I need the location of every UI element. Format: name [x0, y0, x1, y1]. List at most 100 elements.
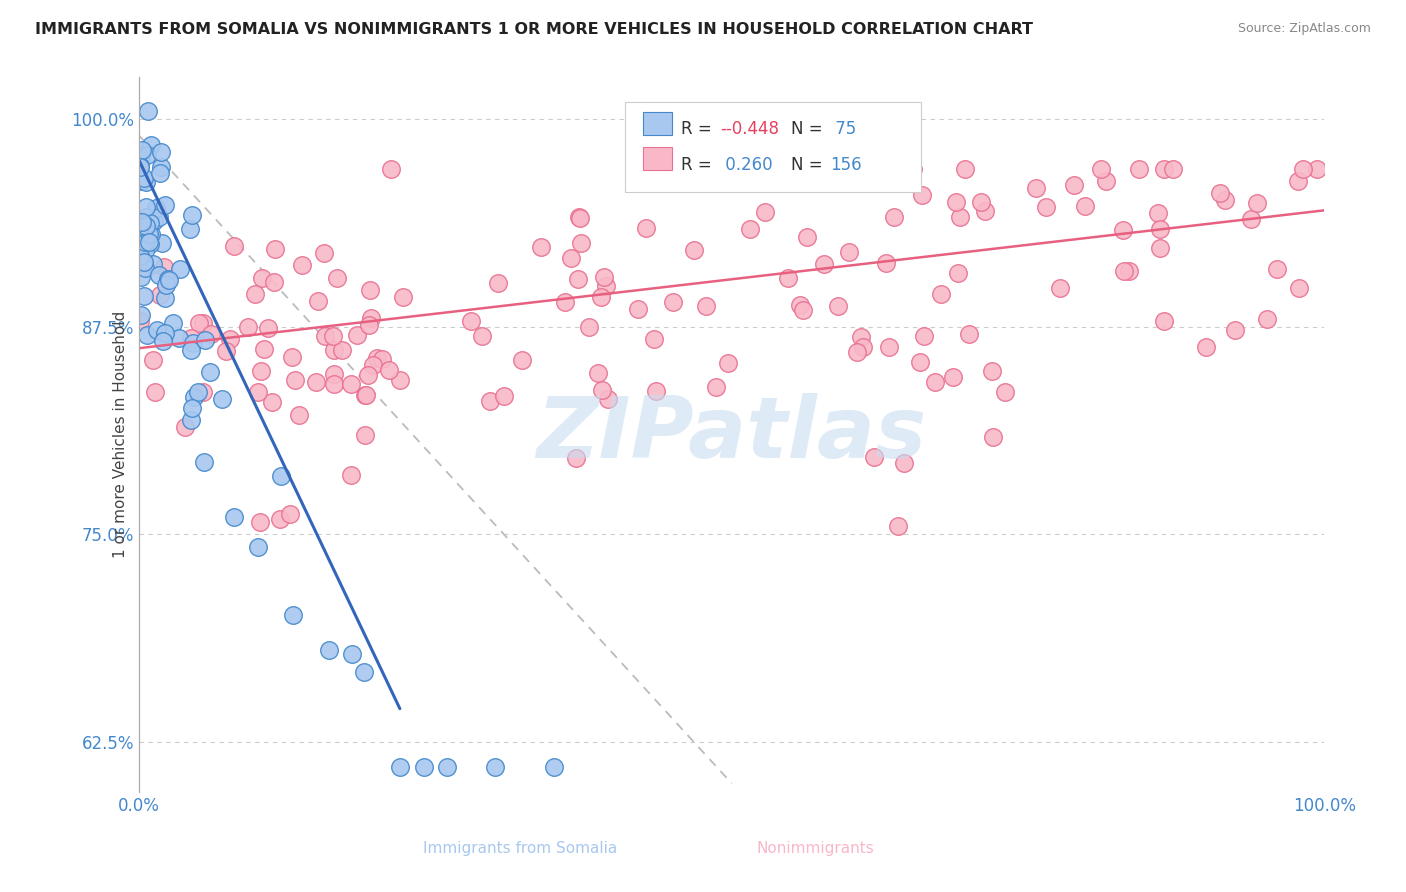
Point — [378, 363, 401, 377]
Point — [1153, 161, 1175, 176]
Point — [1128, 161, 1150, 176]
Point — [135, 211, 157, 225]
Point — [813, 256, 835, 270]
Point — [143, 384, 166, 399]
Point — [181, 401, 204, 415]
Point — [643, 332, 665, 346]
Point — [626, 302, 648, 317]
Point — [957, 327, 980, 342]
Point — [1288, 281, 1310, 295]
Point — [155, 278, 177, 293]
Point — [129, 153, 152, 167]
Point — [142, 257, 165, 271]
Point — [129, 173, 152, 187]
Point — [260, 395, 283, 409]
Point — [942, 370, 965, 384]
Point — [1292, 161, 1315, 176]
Point — [863, 450, 886, 464]
Point — [129, 314, 152, 328]
Point — [353, 665, 375, 680]
Point — [593, 270, 616, 285]
Point — [129, 160, 152, 174]
Point — [1049, 280, 1071, 294]
Point — [194, 334, 217, 348]
Point — [510, 353, 533, 368]
Text: Source: ZipAtlas.com: Source: ZipAtlas.com — [1237, 22, 1371, 36]
Point — [307, 294, 329, 309]
Point — [412, 760, 434, 774]
Point — [887, 519, 910, 533]
Point — [908, 354, 931, 368]
Point — [288, 408, 311, 422]
Point — [246, 540, 269, 554]
Bar — [643, 112, 672, 135]
Point — [1246, 196, 1268, 211]
Point — [389, 373, 412, 387]
Point — [181, 208, 204, 222]
Point — [924, 375, 946, 389]
Point — [145, 201, 167, 215]
Text: R =: R = — [681, 120, 717, 138]
Point — [948, 266, 970, 280]
Point — [357, 318, 380, 333]
Point — [460, 314, 482, 328]
Point — [790, 161, 813, 176]
Point — [1239, 212, 1261, 227]
Point — [596, 392, 619, 407]
Point — [135, 148, 157, 162]
Point — [179, 222, 201, 236]
Point — [1063, 178, 1085, 192]
Point — [1118, 264, 1140, 278]
Point — [1149, 241, 1171, 255]
Text: 0.260: 0.260 — [720, 156, 772, 174]
Point — [1112, 264, 1135, 278]
Point — [392, 290, 415, 304]
Point — [591, 383, 613, 397]
Point — [363, 358, 385, 372]
Point — [853, 161, 876, 176]
Point — [478, 394, 501, 409]
Point — [129, 269, 152, 284]
Text: ZIPatlas: ZIPatlas — [537, 393, 927, 476]
Point — [595, 279, 617, 293]
Point — [200, 327, 222, 342]
Point — [1147, 206, 1170, 220]
Point — [738, 222, 761, 236]
Point — [238, 320, 260, 334]
Point — [138, 235, 160, 249]
Point — [827, 299, 849, 313]
Point — [370, 352, 392, 367]
Point — [150, 160, 173, 174]
Point — [142, 352, 165, 367]
Text: --0.448: --0.448 — [720, 120, 779, 138]
Point — [148, 268, 170, 282]
Point — [263, 276, 285, 290]
Text: 75: 75 — [830, 120, 856, 138]
Point — [135, 175, 157, 189]
Point — [183, 390, 205, 404]
Point — [1306, 161, 1329, 176]
Point — [135, 219, 157, 234]
Point — [326, 271, 349, 285]
Point — [243, 286, 266, 301]
Point — [877, 340, 900, 354]
Point — [634, 220, 657, 235]
Point — [883, 211, 905, 225]
Point — [162, 316, 184, 330]
Point — [792, 302, 814, 317]
Point — [136, 103, 159, 118]
Point — [346, 327, 368, 342]
Point — [1090, 161, 1112, 176]
Point — [215, 344, 238, 359]
Text: N =: N = — [792, 120, 828, 138]
Point — [323, 367, 346, 381]
Point — [1095, 174, 1118, 188]
Point — [246, 385, 269, 400]
Point — [471, 329, 494, 343]
Point — [148, 210, 170, 224]
Point — [167, 331, 190, 345]
Point — [704, 380, 727, 394]
Point — [543, 760, 565, 774]
Point — [578, 319, 600, 334]
Point — [569, 235, 592, 250]
